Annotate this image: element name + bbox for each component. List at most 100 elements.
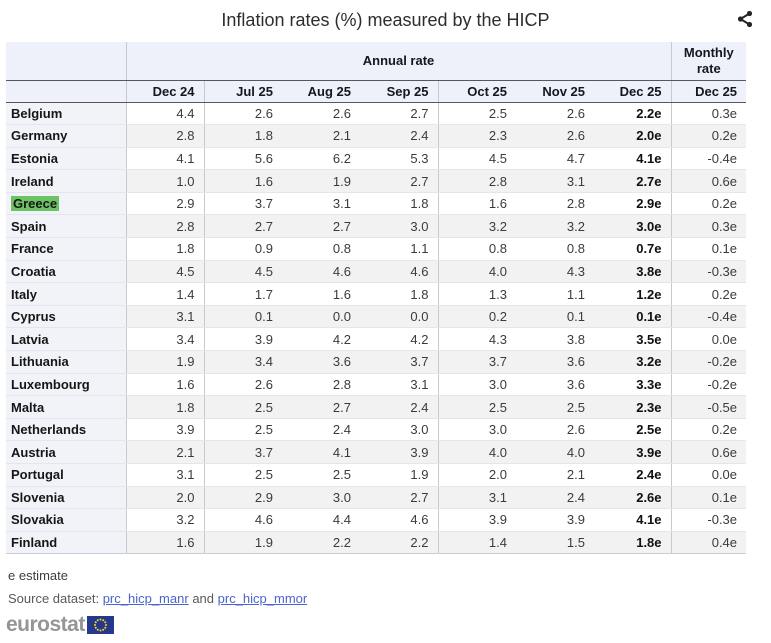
- table-row: Portugal 3.1 2.5 2.5 1.9 2.0 2.1 2.4e 0.0e: [6, 463, 747, 487]
- value-cell: 4.4: [282, 508, 360, 532]
- value-cell: 1.3: [438, 282, 516, 306]
- country-label: Portugal: [6, 463, 127, 487]
- value-cell: 3.2: [516, 214, 594, 239]
- value-cell: 2.1: [282, 124, 360, 148]
- value-cell: 2.8: [282, 373, 360, 397]
- value-cell: 1.0: [126, 169, 205, 193]
- value-cell: 2.4: [516, 486, 594, 510]
- value-cell: 2.1: [126, 440, 205, 464]
- value-cell: 2.3: [438, 124, 516, 148]
- value-cell: 4.4: [126, 102, 205, 126]
- country-label: Belgium: [6, 102, 127, 126]
- value-cell: 2.6: [516, 418, 594, 442]
- value-cell: 2.3e: [594, 395, 672, 419]
- share-icon[interactable]: [735, 9, 755, 29]
- table-row: Malta 1.8 2.5 2.7 2.4 2.5 2.5 2.3e -0.5e: [6, 395, 747, 419]
- column-header: Nov 25: [516, 80, 594, 103]
- value-cell: 0.1e: [594, 305, 672, 329]
- value-cell: 3.6: [516, 350, 594, 374]
- value-cell: 3.7: [204, 440, 282, 464]
- value-cell: 1.6: [126, 531, 205, 555]
- value-cell: 2.7: [282, 214, 360, 239]
- value-cell: 2.9: [126, 192, 205, 216]
- source-link-mmor[interactable]: prc_hicp_mmor: [217, 591, 308, 607]
- country-label: Netherlands: [6, 418, 127, 442]
- value-cell: 0.1e: [671, 237, 747, 261]
- value-cell: 2.9: [204, 486, 282, 510]
- value-cell: 3.8e: [594, 260, 672, 284]
- value-cell: 2.6: [516, 124, 594, 148]
- country-label: Finland: [6, 531, 127, 555]
- value-cell: 1.2e: [594, 282, 672, 306]
- table-row: Estonia 4.1 5.6 6.2 5.3 4.5 4.7 4.1e -0.4e: [6, 147, 747, 171]
- value-cell: 2.4: [360, 124, 439, 148]
- value-cell: 3.2: [126, 508, 205, 532]
- value-cell: 4.0: [516, 440, 594, 464]
- value-cell: 3.3e: [594, 373, 672, 397]
- table-row: Luxembourg 1.6 2.6 2.8 3.1 3.0 3.6 3.3e -0.2e: [6, 373, 747, 397]
- value-cell: 4.1: [282, 440, 360, 464]
- corner-cell: [6, 42, 127, 81]
- value-cell: 3.8: [516, 327, 594, 352]
- value-cell: 2.6: [282, 102, 360, 126]
- country-label: Greece: [6, 192, 127, 216]
- value-cell: 4.0: [438, 440, 516, 464]
- value-cell: 2.6e: [594, 486, 672, 510]
- value-cell: 1.9: [126, 350, 205, 374]
- corner-cell: [6, 80, 127, 103]
- column-header: Dec 25: [671, 80, 747, 103]
- country-label: Lithuania: [6, 350, 127, 374]
- value-cell: 3.0: [438, 418, 516, 442]
- value-cell: 3.4: [204, 350, 282, 374]
- value-cell: 0.0: [360, 305, 439, 329]
- country-label: France: [6, 237, 127, 261]
- value-cell: 2.2: [282, 531, 360, 555]
- value-cell: 0.3e: [671, 102, 747, 126]
- value-cell: 3.0: [360, 214, 439, 239]
- value-cell: -0.2e: [671, 373, 747, 397]
- value-cell: 0.0e: [671, 327, 747, 352]
- value-cell: 2.0e: [594, 124, 672, 148]
- value-cell: 2.7e: [594, 169, 672, 193]
- value-cell: 3.9: [360, 440, 439, 464]
- value-cell: 3.0: [282, 486, 360, 510]
- table-row: Spain 2.8 2.7 2.7 3.0 3.2 3.2 3.0e 0.3e: [6, 214, 747, 239]
- table-row: Slovenia 2.0 2.9 3.0 2.7 3.1 2.4 2.6e 0.1e: [6, 486, 747, 510]
- value-cell: 2.5e: [594, 418, 672, 442]
- table-row: Belgium 4.4 2.6 2.6 2.7 2.5 2.6 2.2e 0.3e: [6, 102, 747, 126]
- value-cell: 2.5: [516, 395, 594, 419]
- value-cell: 4.5: [438, 147, 516, 171]
- value-cell: 4.6: [360, 508, 439, 532]
- value-cell: 2.5: [204, 418, 282, 442]
- value-cell: 4.0: [438, 260, 516, 284]
- value-cell: 3.2e: [594, 350, 672, 374]
- country-label: Austria: [6, 440, 127, 464]
- table-row: France 1.8 0.9 0.8 1.1 0.8 0.8 0.7e 0.1e: [6, 237, 747, 261]
- source-link-manr[interactable]: prc_hicp_manr: [102, 591, 189, 607]
- country-label: Cyprus: [6, 305, 127, 329]
- value-cell: 4.1e: [594, 508, 672, 532]
- value-cell: 4.5: [204, 260, 282, 284]
- table-row: Ireland 1.0 1.6 1.9 2.7 2.8 3.1 2.7e 0.6e: [6, 169, 747, 193]
- value-cell: 3.1: [126, 463, 205, 487]
- value-cell: 3.7: [204, 192, 282, 216]
- value-cell: 1.8: [204, 124, 282, 148]
- month-header-row: Dec 24 Jul 25 Aug 25 Sep 25 Oct 25 Nov 2…: [6, 80, 747, 103]
- table-row: Netherlands 3.9 2.5 2.4 3.0 3.0 2.6 2.5e 0.2e: [6, 418, 747, 442]
- value-cell: -0.5e: [671, 395, 747, 419]
- column-header: Jul 25: [204, 80, 282, 103]
- value-cell: 0.1: [516, 305, 594, 329]
- value-cell: 4.3: [438, 327, 516, 352]
- value-cell: 3.9: [204, 327, 282, 352]
- column-header: Dec 25: [594, 80, 672, 103]
- value-cell: 2.8: [438, 169, 516, 193]
- value-cell: 2.1: [516, 463, 594, 487]
- value-cell: 1.1: [516, 282, 594, 306]
- value-cell: 2.6: [516, 102, 594, 126]
- table-row: Croatia 4.5 4.5 4.6 4.6 4.0 4.3 3.8e -0.3e: [6, 260, 747, 284]
- table-row: Greece 2.9 3.7 3.1 1.8 1.6 2.8 2.9e 0.2e: [6, 192, 747, 216]
- value-cell: 1.9: [204, 531, 282, 555]
- source-line: Source dataset: prc_hicp_manr and prc_hi…: [8, 591, 771, 606]
- country-label: Slovenia: [6, 486, 127, 510]
- column-header: Oct 25: [438, 80, 516, 103]
